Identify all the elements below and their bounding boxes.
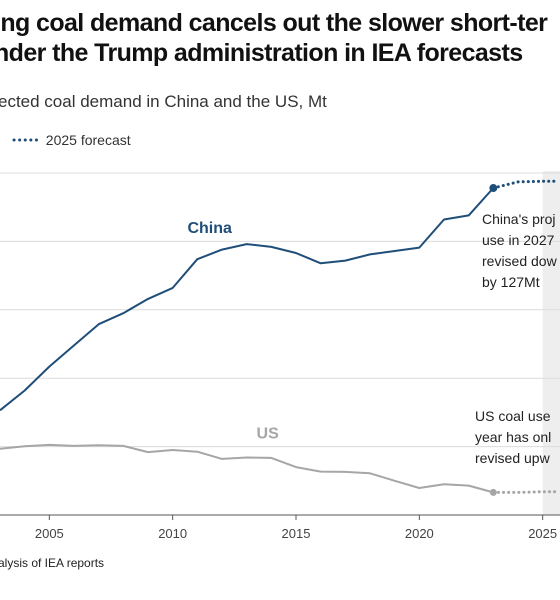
series-line-us [0, 443, 494, 494]
forecast-period-shade [542, 171, 560, 515]
annotation-china-line: use in 2027 [482, 232, 555, 248]
series-label-us: US [257, 425, 280, 442]
legend-item-forecast: 2025 forecast [12, 132, 131, 148]
x-tick-label: 2005 [35, 526, 64, 541]
series-end-point-us [489, 488, 497, 496]
forecast-line-china [491, 179, 557, 190]
chart-title-line-1: ing coal demand cancels out the slower s… [0, 9, 548, 37]
chart-title-line-2: nder the Trump administration in IEA for… [0, 39, 523, 67]
source-note: alysis of IEA reports [0, 556, 105, 570]
series-line-china [0, 187, 495, 412]
x-tick-label: 2025 [528, 526, 557, 541]
annotation-china-line: China's proj [482, 211, 556, 227]
dotted-line-icon [12, 138, 40, 142]
annotation-us-line: year has onl [475, 429, 551, 445]
x-tick-label: 2020 [405, 526, 434, 541]
x-tick-label: 2010 [158, 526, 187, 541]
annotation-china-line: by 127Mt [482, 274, 540, 290]
x-tick-label: 2015 [282, 526, 311, 541]
forecast-line-us [491, 490, 557, 494]
series-end-point-china [489, 184, 498, 193]
annotation-china-line: revised dow [482, 253, 558, 269]
chart-subtitle: ected coal demand in China and the US, M… [0, 92, 327, 111]
annotation-us-line: revised upw [475, 450, 551, 466]
chart-title: ing coal demand cancels out the slower s… [0, 8, 560, 68]
legend-label-forecast: 2025 forecast [45, 132, 131, 148]
series-label-china: China [187, 220, 232, 237]
annotation-us-line: US coal use [475, 408, 551, 424]
legend: t 2025 forecast [0, 130, 141, 148]
